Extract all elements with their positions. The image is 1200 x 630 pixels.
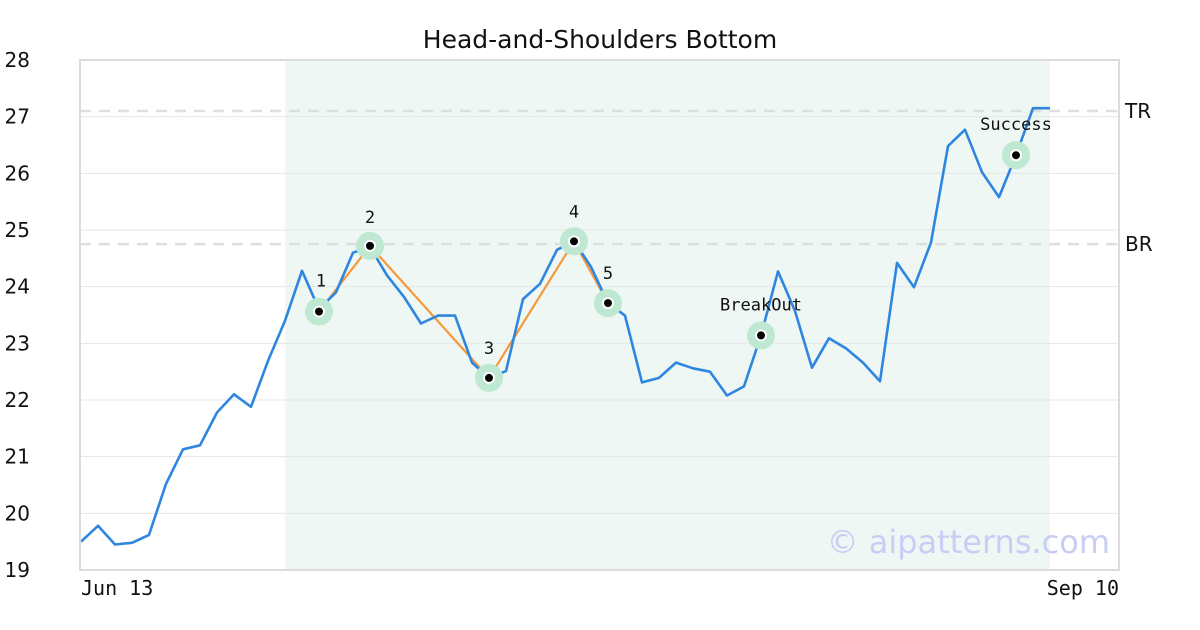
x-tick-label: Sep 10 xyxy=(1047,576,1119,600)
marker-label: BreakOut xyxy=(720,295,802,315)
y-tick-label: 22 xyxy=(5,388,30,412)
marker-dot xyxy=(315,307,323,316)
marker-dot xyxy=(757,331,765,340)
marker-dot xyxy=(1012,151,1020,160)
marker-label: 2 xyxy=(365,208,375,228)
y-tick-label: 19 xyxy=(5,558,30,582)
resistance-levels: TR BR xyxy=(80,99,1153,256)
y-axis: 19 20 21 22 23 24 25 26 27 28 xyxy=(5,48,30,582)
y-tick-label: 27 xyxy=(5,105,30,129)
marker-label: 4 xyxy=(569,202,579,222)
level-label: BR xyxy=(1125,232,1153,256)
chart-title: Head-and-Shoulders Bottom xyxy=(423,25,777,54)
watermark: © aipatterns.com xyxy=(827,523,1110,561)
marker-label: 3 xyxy=(484,339,494,359)
marker-dot xyxy=(570,237,578,246)
y-tick-label: 28 xyxy=(5,48,30,72)
level-label: TR xyxy=(1124,99,1151,123)
y-tick-label: 23 xyxy=(5,331,30,355)
y-tick-label: 20 xyxy=(5,501,30,525)
pattern-markers: 1 2 3 4 5 BreakOut Success xyxy=(305,115,1052,392)
plot-frame xyxy=(79,59,1120,571)
y-tick-label: 25 xyxy=(5,218,30,242)
pattern-region-shading xyxy=(285,60,1050,570)
marker-dot xyxy=(485,373,493,382)
x-tick-label: Jun 13 xyxy=(81,576,153,600)
marker-label: Success xyxy=(980,115,1052,135)
x-axis: Jun 13 Sep 10 xyxy=(81,576,1119,600)
marker-dot xyxy=(604,299,612,308)
marker-label: 5 xyxy=(603,264,613,284)
y-tick-label: 21 xyxy=(5,445,30,469)
marker-label: 1 xyxy=(316,272,326,292)
y-tick-label: 24 xyxy=(5,275,30,299)
y-tick-label: 26 xyxy=(5,161,30,185)
marker-dot xyxy=(366,241,374,250)
